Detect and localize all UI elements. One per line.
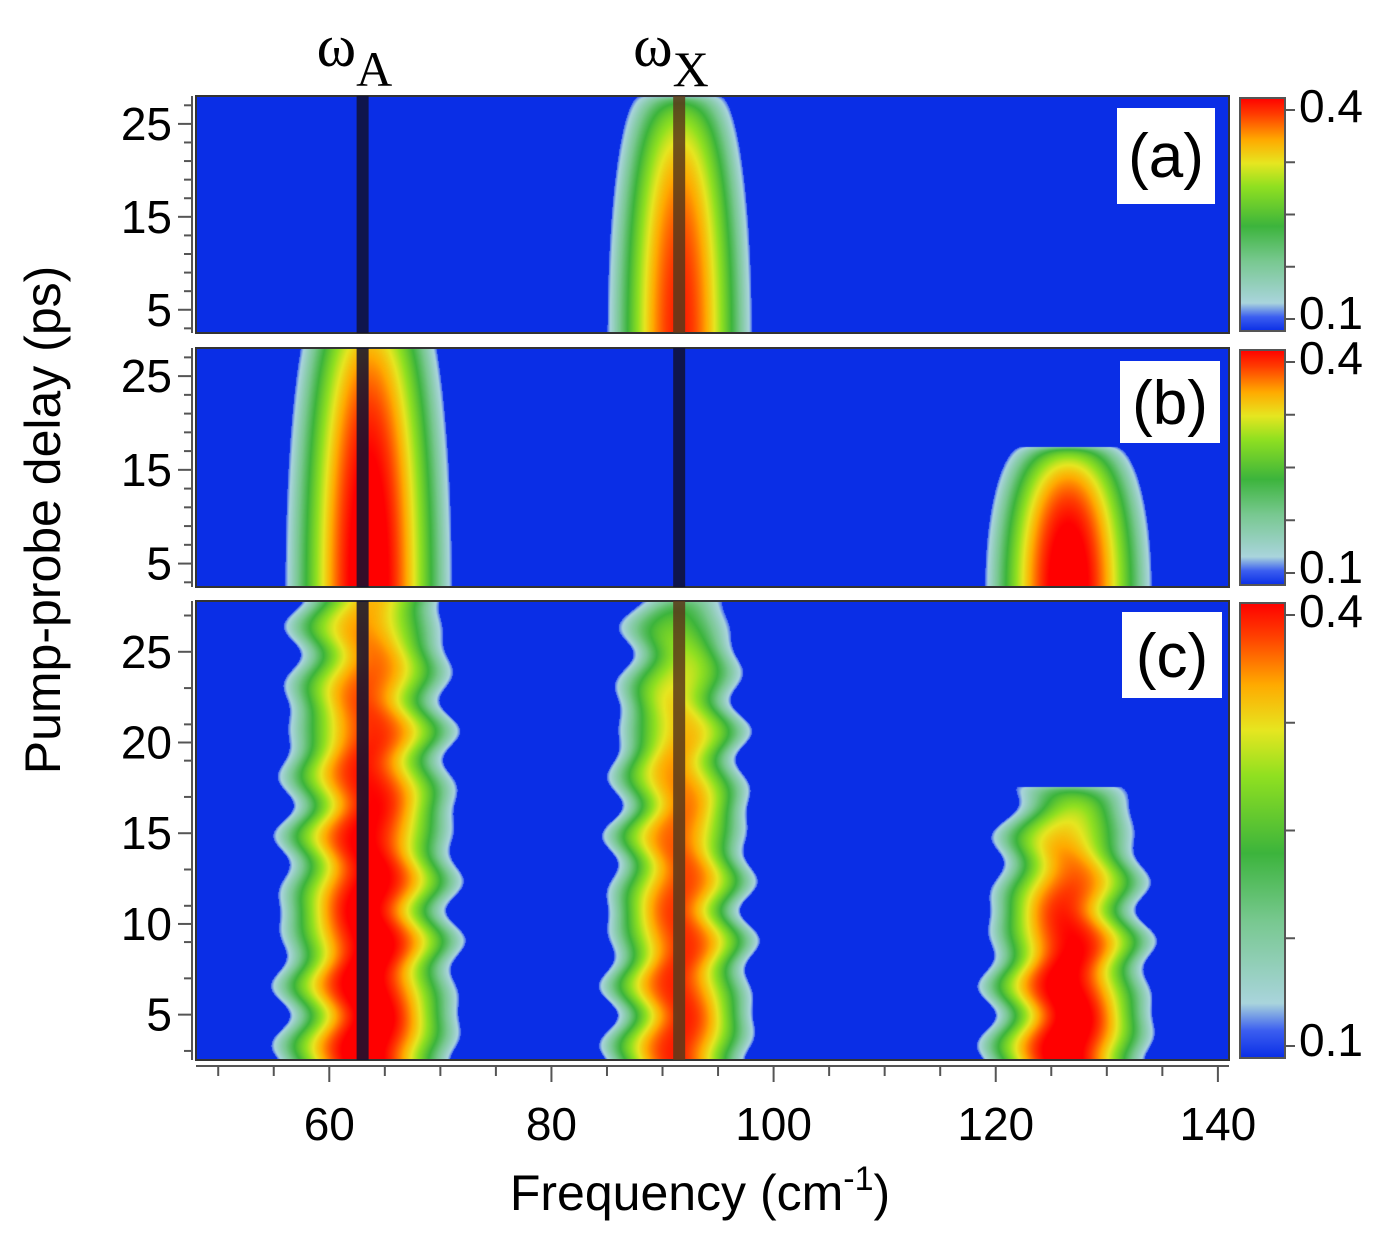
y-tick-label: 15 xyxy=(121,444,172,496)
y-tick-label: 15 xyxy=(121,191,172,243)
x-axis: 60 80 100 120 140 xyxy=(196,1065,1257,1150)
y-ticks-c: 5 10 15 20 25 xyxy=(121,601,193,1060)
colorbar-max-label: 0.4 xyxy=(1299,332,1363,384)
x-axis-title-close: ) xyxy=(874,1165,891,1221)
marker-label-A: ωA xyxy=(317,13,393,97)
heatmap-image xyxy=(196,601,1229,1060)
y-axis-title: Pump-probe delay (ps) xyxy=(15,266,71,775)
heatmap-c xyxy=(195,600,1230,1061)
heatmap-image xyxy=(196,348,1229,587)
omega-symbol: ω xyxy=(633,13,673,79)
y-tick-label: 15 xyxy=(121,807,172,859)
y-tick-label: 5 xyxy=(146,284,172,336)
x-axis-title: Frequency (cm-1) xyxy=(510,1160,890,1221)
x-axis-title-text: Frequency (cm xyxy=(510,1165,843,1221)
x-tick-label: 140 xyxy=(1180,1098,1257,1150)
y-tick-label: 25 xyxy=(121,98,172,150)
colorbar-a: 0.4 0.1 xyxy=(1239,80,1363,339)
panel-a-label: (a) xyxy=(1128,122,1204,191)
x-tick-label: 80 xyxy=(526,1098,577,1150)
marker-label-X: ωX xyxy=(633,13,709,97)
colorbar-max-label: 0.4 xyxy=(1299,80,1363,132)
y-ticks-a: 5 15 25 xyxy=(121,96,193,336)
colorbar-min-label: 0.1 xyxy=(1299,541,1363,593)
panel-b-label-box xyxy=(1120,361,1220,443)
marker-line-A xyxy=(356,96,369,333)
colorbar-b: 0.4 0.1 xyxy=(1239,332,1363,593)
marker-line-A xyxy=(356,601,369,1060)
marker-line-A xyxy=(356,348,369,587)
y-tick-label: 25 xyxy=(121,350,172,402)
panel-c: 5 10 15 20 25 (c) 0.4 0.1 xyxy=(121,585,1363,1066)
colorbar-gradient xyxy=(1239,602,1286,1059)
y-tick-label: 5 xyxy=(146,989,172,1041)
panel-c-label: (c) xyxy=(1136,622,1208,691)
panel-c-label-box xyxy=(1122,612,1222,698)
panel-b-label: (b) xyxy=(1132,369,1208,438)
y-tick-label: 25 xyxy=(121,626,172,678)
panel-a: 5 15 25 (a) 0.4 0.1 xyxy=(121,80,1363,339)
x-tick-label: 60 xyxy=(304,1098,355,1150)
plot-frame xyxy=(195,95,1230,334)
colorbar-max-label: 0.4 xyxy=(1299,585,1363,637)
y-ticks-b: 5 15 25 xyxy=(121,348,193,590)
x-tick-label: 120 xyxy=(957,1098,1034,1150)
heatmap-b xyxy=(195,347,1230,588)
omega-subscript: A xyxy=(356,41,392,97)
colorbar-gradient xyxy=(1239,97,1286,332)
x-axis-title-sup: -1 xyxy=(843,1160,873,1198)
colorbar-min-label: 0.1 xyxy=(1299,1014,1363,1066)
marker-line-X xyxy=(673,601,686,1060)
heatmap-a xyxy=(195,95,1230,334)
panel-a-label-box xyxy=(1117,108,1215,204)
colorbar-gradient xyxy=(1239,349,1286,586)
y-tick-label: 20 xyxy=(121,717,172,769)
y-tick-label: 10 xyxy=(121,898,172,950)
plot-frame xyxy=(195,347,1230,588)
x-tick-label: 100 xyxy=(735,1098,812,1150)
panel-b: 5 15 25 (b) 0.4 0.1 xyxy=(121,332,1363,593)
omega-subscript: X xyxy=(673,41,709,97)
heatmap-image xyxy=(196,96,1229,333)
marker-line-X xyxy=(673,96,686,333)
omega-symbol: ω xyxy=(317,13,357,79)
frequency-markers: ωA ωX xyxy=(317,13,709,1060)
plot-frame xyxy=(195,600,1230,1061)
y-tick-label: 5 xyxy=(146,538,172,590)
colorbar-min-label: 0.1 xyxy=(1299,287,1363,339)
colorbar-c: 0.4 0.1 xyxy=(1239,585,1363,1066)
marker-line-X xyxy=(673,348,686,587)
